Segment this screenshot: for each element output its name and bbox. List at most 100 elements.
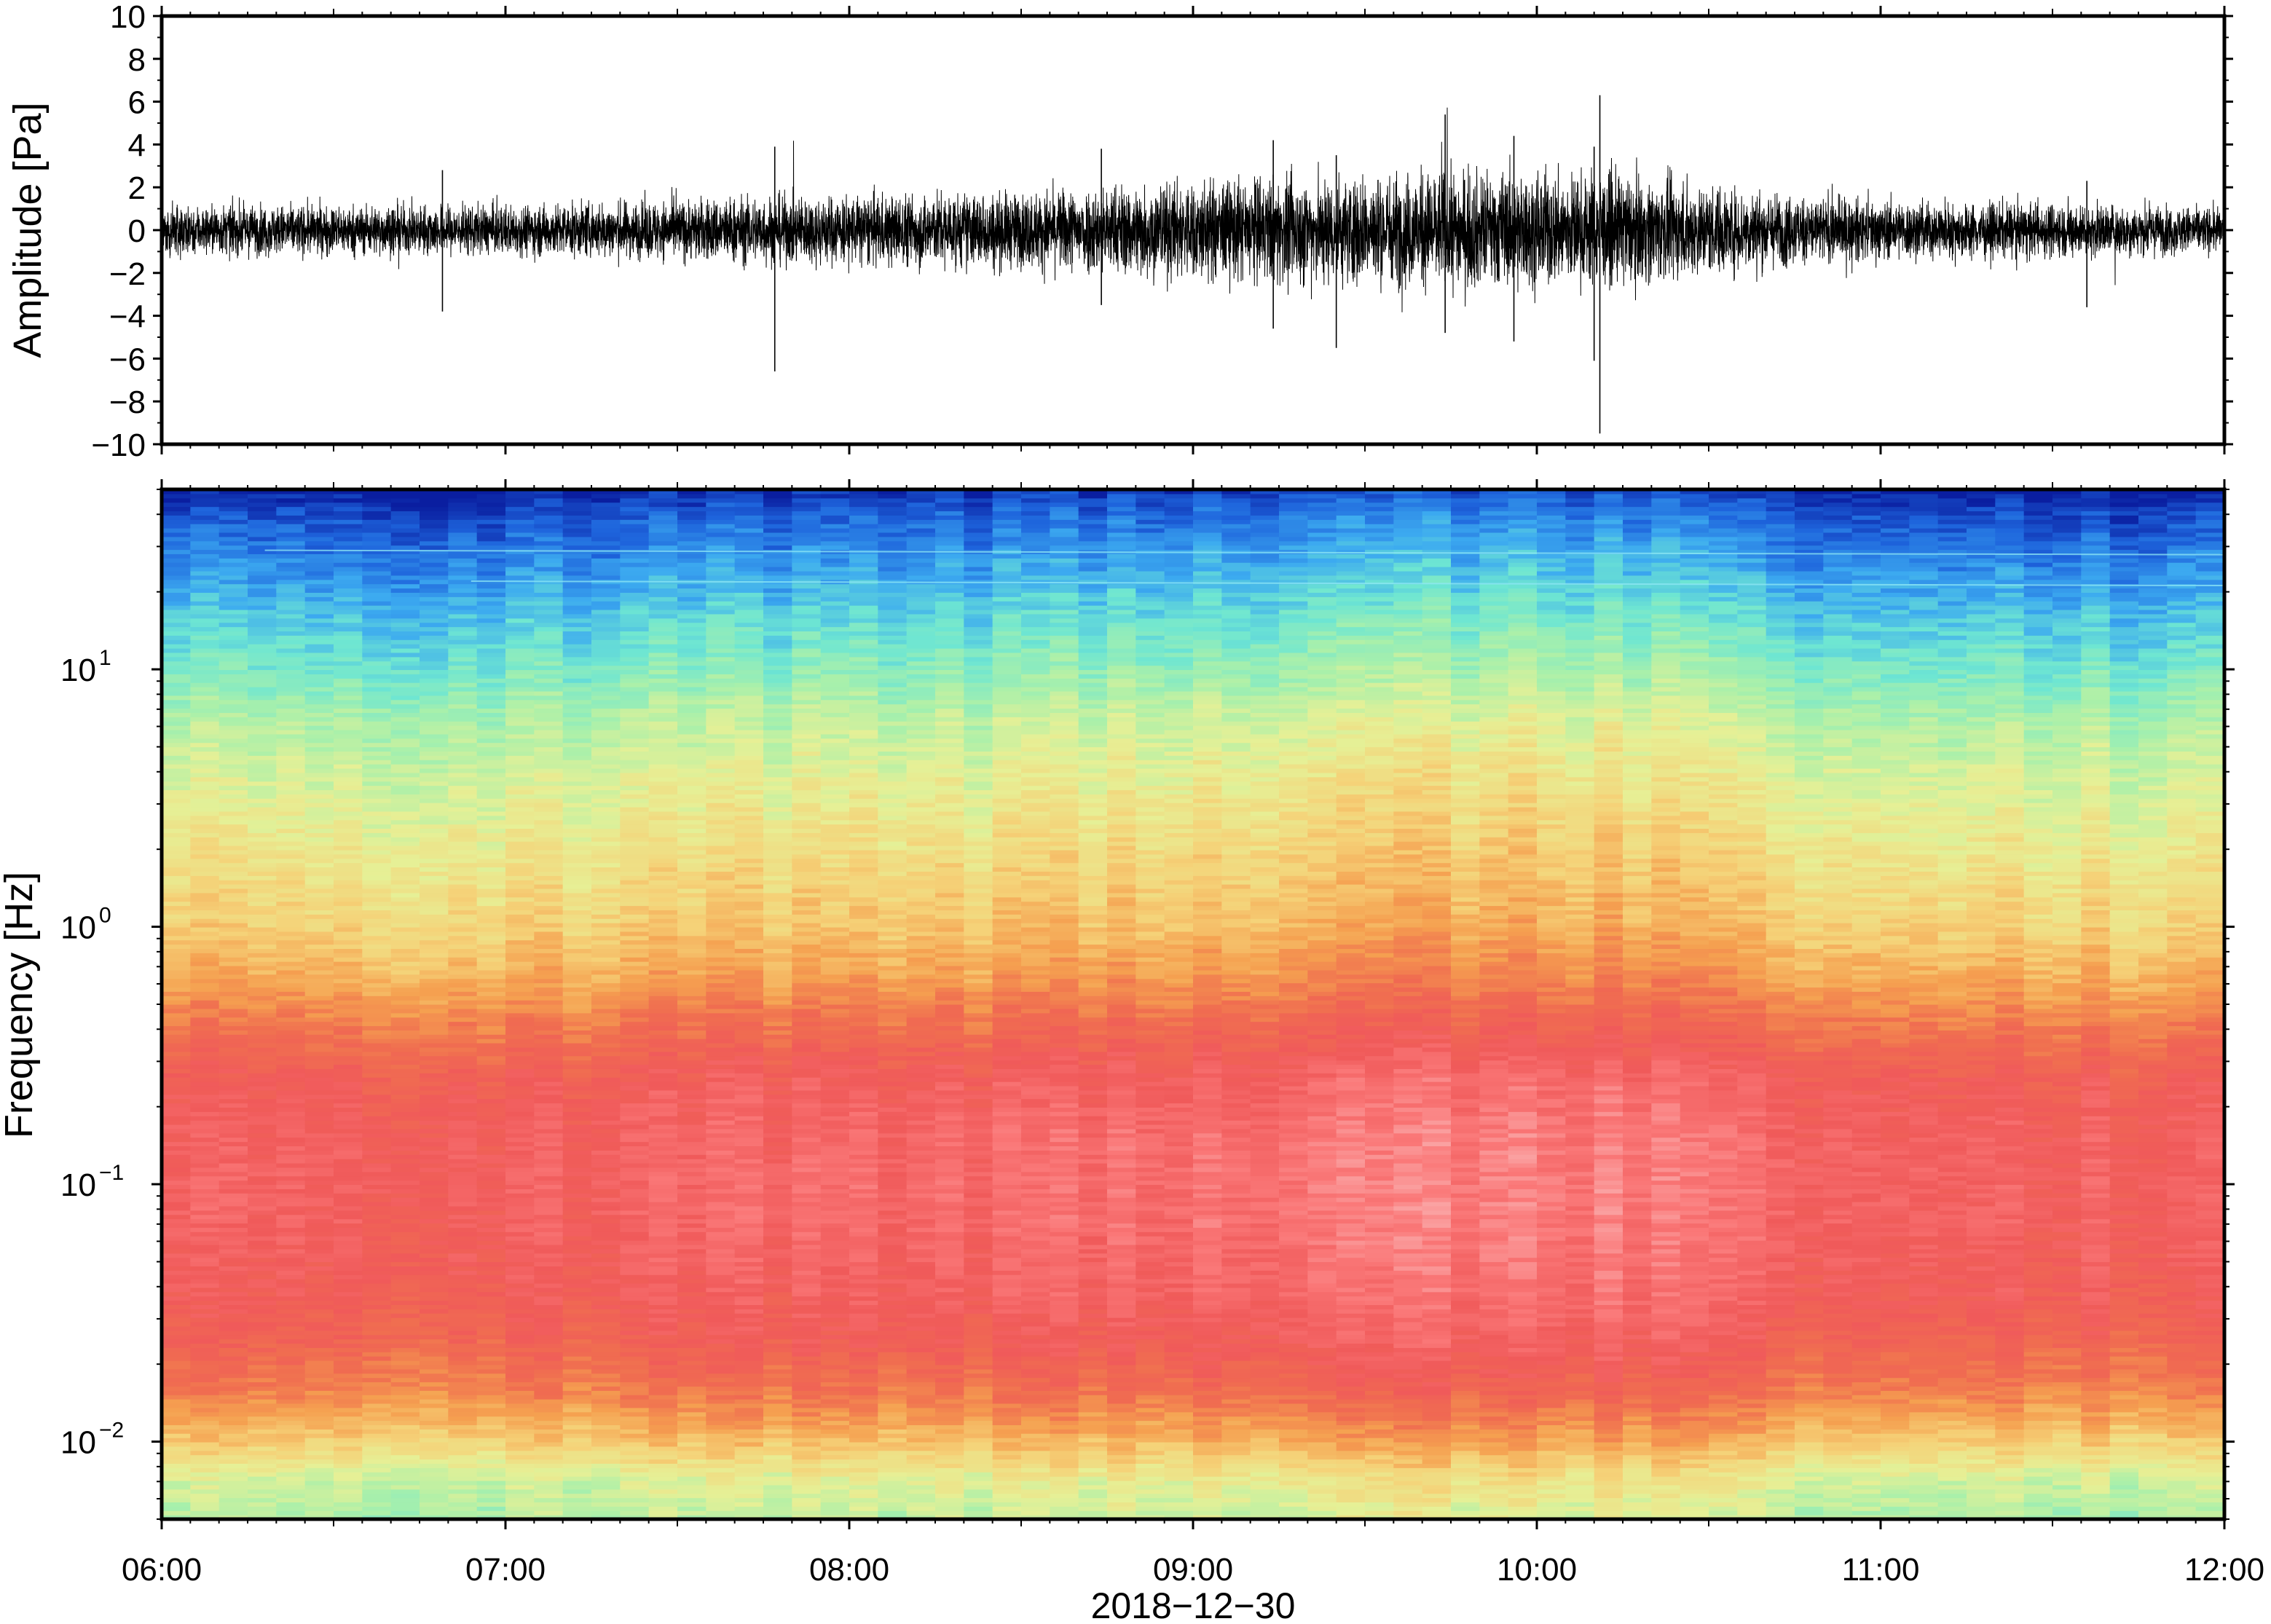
- spectrogram-cell: [620, 854, 649, 859]
- spectrogram-cell: [305, 1090, 334, 1095]
- spectrogram-cell: [248, 1390, 277, 1395]
- spectrogram-cell: [334, 1103, 363, 1108]
- spectrogram-cell: [677, 507, 707, 511]
- spectrogram-cell: [162, 666, 191, 670]
- spectrogram-cell: [190, 537, 219, 541]
- spectrogram-cell: [162, 1099, 191, 1103]
- spectrogram-cell: [563, 996, 592, 1000]
- spectrogram-cell: [706, 1081, 735, 1086]
- spectrogram-cell: [162, 528, 191, 532]
- spectrogram-cell: [334, 777, 363, 781]
- spectrogram-cell: [334, 631, 363, 635]
- spectrogram-cell: [591, 841, 621, 845]
- spectrogram-cell: [620, 1047, 649, 1052]
- spectrogram-cell: [190, 1236, 219, 1240]
- spectrogram-cell: [334, 1381, 363, 1386]
- spectrogram-cell: [219, 768, 248, 773]
- spectrogram-cell: [477, 786, 506, 790]
- spectrogram-cell: [420, 1347, 449, 1352]
- spectrogram-cell: [649, 1047, 678, 1052]
- spectrogram-cell: [534, 721, 563, 725]
- spectrogram-cell: [162, 592, 191, 596]
- spectrogram-cell: [706, 837, 735, 841]
- spectrogram-cell: [534, 1446, 563, 1451]
- spectrogram-cell: [505, 884, 535, 888]
- spectrogram-cell: [649, 1369, 678, 1373]
- spectrogram-cell: [563, 1090, 592, 1095]
- spectrogram-cell: [620, 1154, 649, 1159]
- spectrogram-cell: [677, 515, 707, 519]
- spectrogram-cell: [190, 1403, 219, 1408]
- spectrogram-cell: [334, 537, 363, 541]
- spectrogram-cell: [477, 859, 506, 863]
- spectrogram-cell: [677, 610, 707, 614]
- spectrogram-cell: [391, 532, 420, 537]
- spectrogram-cell: [534, 1463, 563, 1467]
- spectrogram-cell: [706, 1056, 735, 1060]
- spectrogram-cell: [276, 867, 305, 871]
- spectrogram-cell: [591, 519, 621, 524]
- spectrogram-cell: [334, 498, 363, 502]
- spectrogram-cell: [706, 1352, 735, 1356]
- spectrogram-cell: [219, 623, 248, 627]
- spectrogram-cell: [190, 957, 219, 961]
- spectrogram-cell: [334, 1176, 363, 1180]
- spectrogram-cell: [276, 524, 305, 528]
- spectrogram-cell: [391, 961, 420, 966]
- spectrogram-cell: [649, 1472, 678, 1476]
- spectrogram-cell: [649, 1339, 678, 1344]
- spectrogram-cell: [620, 1034, 649, 1038]
- spectrogram-cell: [591, 524, 621, 528]
- spectrogram-cell: [677, 1347, 707, 1352]
- spectrogram-cell: [219, 773, 248, 777]
- spectrogram-cell: [649, 1038, 678, 1043]
- spectrogram-cell: [420, 1047, 449, 1052]
- spectrogram-cell: [649, 948, 678, 953]
- spectrogram-cell: [591, 1258, 621, 1262]
- spectrogram-cell: [305, 1317, 334, 1322]
- spectrogram-cell: [248, 1133, 277, 1138]
- spectrogram-cell: [391, 1331, 420, 1335]
- spectrogram-cell: [248, 1373, 277, 1378]
- spectrogram-cell: [448, 545, 477, 550]
- spectrogram-cell: [534, 1489, 563, 1494]
- spectrogram-cell: [649, 1129, 678, 1133]
- spectrogram-cell: [420, 1189, 449, 1193]
- spectrogram-cell: [448, 515, 477, 519]
- spectrogram-cell: [305, 1197, 334, 1202]
- spectrogram-cell: [362, 1369, 391, 1373]
- spectrogram-cell: [591, 1138, 621, 1142]
- spectrogram-cell: [591, 562, 621, 567]
- spectrogram-cell: [563, 725, 592, 730]
- spectrogram-cell: [362, 666, 391, 670]
- spectrogram-cell: [219, 631, 248, 635]
- spectrogram-cell: [391, 1442, 420, 1446]
- spectrogram-cell: [591, 1386, 621, 1390]
- spectrogram-cell: [563, 1197, 592, 1202]
- spectrogram-cell: [477, 537, 506, 541]
- spectrogram-cell: [677, 1506, 707, 1510]
- spectrogram-cell: [477, 755, 506, 760]
- spectrogram-cell: [706, 639, 735, 644]
- spectrogram-cell: [505, 1095, 535, 1099]
- spectrogram-cell: [219, 567, 248, 571]
- spectrogram-cell: [677, 691, 707, 695]
- spectrogram-cell: [334, 507, 363, 511]
- spectrogram-cell: [620, 507, 649, 511]
- spectrogram-cell: [362, 610, 391, 614]
- spectrogram-cell: [477, 987, 506, 991]
- spectrogram-cell: [706, 875, 735, 880]
- spectrogram-cell: [391, 1167, 420, 1172]
- spectrogram-cell: [420, 1381, 449, 1386]
- spectrogram-cell: [477, 1352, 506, 1356]
- spectrogram-cell: [677, 764, 707, 768]
- spectrogram-cell: [505, 1347, 535, 1352]
- spectrogram-cell: [420, 1270, 449, 1274]
- spectrogram-cell: [591, 820, 621, 824]
- spectrogram-cell: [305, 1172, 334, 1176]
- spectrogram-cell: [305, 832, 334, 837]
- spectrogram-cell: [477, 957, 506, 961]
- spectrogram-cell: [190, 734, 219, 738]
- spectrogram-cell: [391, 687, 420, 691]
- spectrogram-cell: [276, 1081, 305, 1086]
